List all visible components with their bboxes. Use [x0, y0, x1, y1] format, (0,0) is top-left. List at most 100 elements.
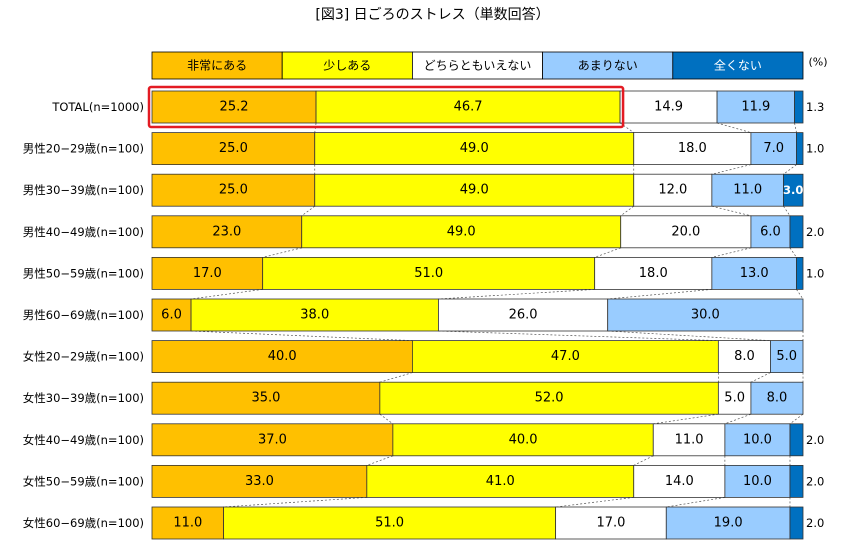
bar-segment: [151, 173, 316, 207]
bar-segment: [619, 90, 718, 124]
series-line: [438, 330, 719, 341]
category-label: 男性20−29歳(n=100): [23, 142, 144, 156]
bar-segment: [555, 506, 667, 540]
bar-segment: [151, 381, 381, 415]
bar-segment: [750, 132, 797, 166]
bar-segment: [151, 132, 316, 166]
category-label: 男性40−49歳(n=100): [23, 225, 144, 239]
series-line: [594, 247, 621, 258]
data-label: 51.0: [414, 266, 443, 281]
bar-segment: [438, 298, 609, 332]
bar-segment: [789, 423, 804, 457]
bar-segment: [262, 256, 596, 290]
legend-swatch-2: [281, 51, 413, 80]
series-line: [794, 122, 797, 133]
bar-segment: [190, 298, 439, 332]
bar-segment: [652, 423, 726, 457]
series-line: [607, 289, 712, 300]
data-label: 49.0: [460, 141, 489, 156]
data-label: 2.0: [806, 474, 824, 488]
legend-label-1: 非常にある: [187, 59, 247, 73]
data-label: 14.9: [654, 100, 683, 115]
series-line: [620, 205, 634, 217]
data-label: 12.0: [658, 183, 687, 198]
category-label: 女性40−49歳(n=100): [23, 433, 144, 447]
category-label: 女性60−69歳(n=100): [23, 516, 144, 530]
data-label: 17.0: [193, 266, 222, 281]
data-label: 18.0: [678, 141, 707, 156]
series-line: [262, 247, 302, 258]
data-label: 19.0: [714, 516, 743, 531]
data-label: 6.0: [161, 308, 182, 323]
bar-segment: [794, 90, 804, 124]
data-label: 1.0: [806, 266, 824, 280]
bar-segment: [314, 132, 635, 166]
legend-label-3: どちらともいえない: [424, 59, 532, 73]
data-label: 17.0: [596, 516, 625, 531]
series-line: [191, 330, 413, 341]
bar-segment: [223, 506, 557, 540]
series-line: [711, 247, 752, 258]
series-line: [653, 413, 719, 425]
data-label: 13.0: [740, 266, 769, 281]
data-label: 2.0: [806, 225, 824, 239]
legend-label-4: あまりない: [578, 59, 638, 73]
data-label: 25.0: [219, 183, 248, 198]
bar-segment: [151, 506, 225, 540]
data-label: 6.0: [760, 224, 781, 239]
series-line: [633, 455, 654, 466]
series-line: [750, 372, 771, 383]
data-label: 26.0: [509, 308, 538, 323]
data-label: 2.0: [806, 433, 824, 447]
category-label: 男性30−39歳(n=100): [23, 183, 144, 197]
data-label: 40.0: [268, 349, 297, 364]
data-label: 5.0: [776, 349, 797, 364]
bar-segment: [607, 298, 804, 332]
series-line: [223, 497, 367, 508]
series-line: [366, 455, 393, 466]
data-label: 11.0: [173, 516, 202, 531]
bar-segment: [151, 256, 264, 290]
data-label: 11.0: [675, 432, 704, 447]
data-label: 41.0: [486, 474, 515, 489]
data-label: 8.0: [734, 349, 755, 364]
data-label: 20.0: [671, 224, 700, 239]
bar-segment: [711, 256, 797, 290]
data-label: 37.0: [258, 432, 287, 447]
bar-segment: [770, 340, 804, 374]
category-label: TOTAL(n=1000): [51, 100, 144, 114]
series-line: [619, 122, 634, 133]
bar-segment: [724, 464, 791, 498]
unit-label: (%): [808, 56, 827, 69]
category-label: 女性30−39歳(n=100): [23, 391, 144, 405]
bar-segment: [789, 215, 804, 249]
series-line: [711, 164, 752, 175]
data-label: 5.0: [724, 391, 745, 406]
data-label: 52.0: [535, 391, 564, 406]
data-label: 14.0: [665, 474, 694, 489]
bar-segment: [724, 423, 791, 457]
bar-segment: [789, 506, 804, 540]
series-line: [711, 205, 752, 217]
category-label: 女性20−29歳(n=100): [23, 350, 144, 364]
series-line: [796, 289, 804, 300]
data-label: 10.0: [743, 474, 772, 489]
bar-segment: [301, 215, 622, 249]
data-label: 11.0: [733, 183, 762, 198]
data-label: 49.0: [447, 224, 476, 239]
data-label: 11.9: [741, 100, 770, 115]
bar-segment: [717, 340, 771, 374]
data-label: 38.0: [300, 308, 329, 323]
bar-segment: [151, 423, 394, 457]
data-label: 35.0: [251, 391, 280, 406]
data-label: 3.0: [783, 183, 803, 197]
bar-segment: [796, 256, 804, 290]
category-label: 女性50−59歳(n=100): [23, 474, 144, 488]
category-label: 男性50−59歳(n=100): [23, 266, 144, 280]
data-label: 1.0: [806, 142, 824, 156]
bar-segment: [633, 173, 713, 207]
data-label: 2.0: [806, 516, 824, 530]
bar-segment: [151, 298, 192, 332]
series-line: [191, 289, 263, 300]
